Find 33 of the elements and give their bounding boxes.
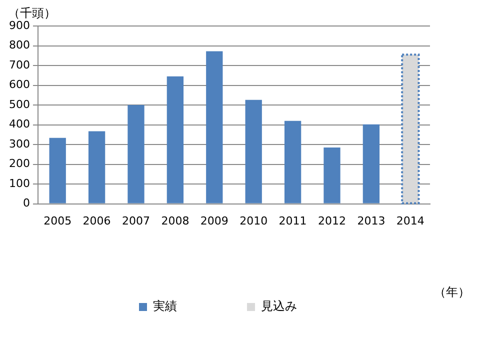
legend-label: 見込み	[261, 299, 297, 314]
x-tick-label: 2006	[82, 214, 111, 228]
y-tick-label: 900	[8, 18, 30, 32]
bar	[206, 51, 223, 204]
x-tick-label: 2005	[44, 214, 72, 228]
y-tick-label: 100	[8, 176, 30, 190]
x-tick-label: 2013	[357, 214, 386, 228]
legend-label: 実績	[153, 299, 177, 314]
y-tick-label: 300	[8, 137, 30, 150]
bar	[128, 105, 144, 204]
y-tick-label: 500	[8, 98, 30, 111]
x-axis-title: （年）	[434, 285, 470, 300]
bar	[324, 147, 340, 204]
bar	[49, 138, 66, 204]
bar	[284, 120, 302, 204]
y-tick-label: 800	[8, 38, 30, 52]
x-tick-label: 2012	[318, 214, 346, 228]
y-tick-label: 400	[8, 118, 30, 131]
x-tick-label: 2011	[278, 214, 307, 228]
y-axis-title: （千頭）	[8, 6, 56, 20]
x-tick-label: 2009	[200, 214, 228, 228]
y-tick-label: 600	[8, 78, 30, 92]
bar	[166, 76, 184, 204]
bar	[245, 100, 262, 204]
x-tick-label: 2007	[122, 214, 150, 228]
y-tick-label: 700	[8, 58, 30, 72]
y-tick-label: 200	[8, 157, 30, 170]
x-tick-label: 2010	[240, 214, 268, 228]
y-tick-label: 0	[22, 196, 30, 210]
bar	[362, 124, 380, 204]
x-tick-label: 2008	[161, 214, 190, 228]
x-tick-label: 2014	[396, 214, 424, 228]
bar	[88, 131, 106, 204]
